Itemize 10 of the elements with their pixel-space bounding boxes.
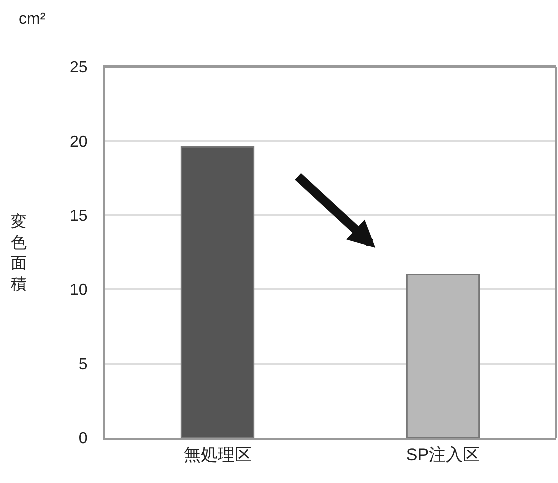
y-tick-label: 25 (70, 60, 88, 77)
x-tick-label: 無処理区 (184, 445, 252, 464)
x-tick-label: SP注入区 (406, 445, 480, 464)
y-tick-label: 0 (78, 430, 88, 448)
y-tick-label: 5 (78, 356, 88, 374)
y-tick-label: 15 (70, 208, 88, 225)
y-tick-label: 10 (70, 282, 88, 300)
y-tick-label: 20 (70, 134, 88, 151)
text: cm² (19, 11, 46, 28)
y-axis-title: 変色面積 (11, 213, 27, 294)
